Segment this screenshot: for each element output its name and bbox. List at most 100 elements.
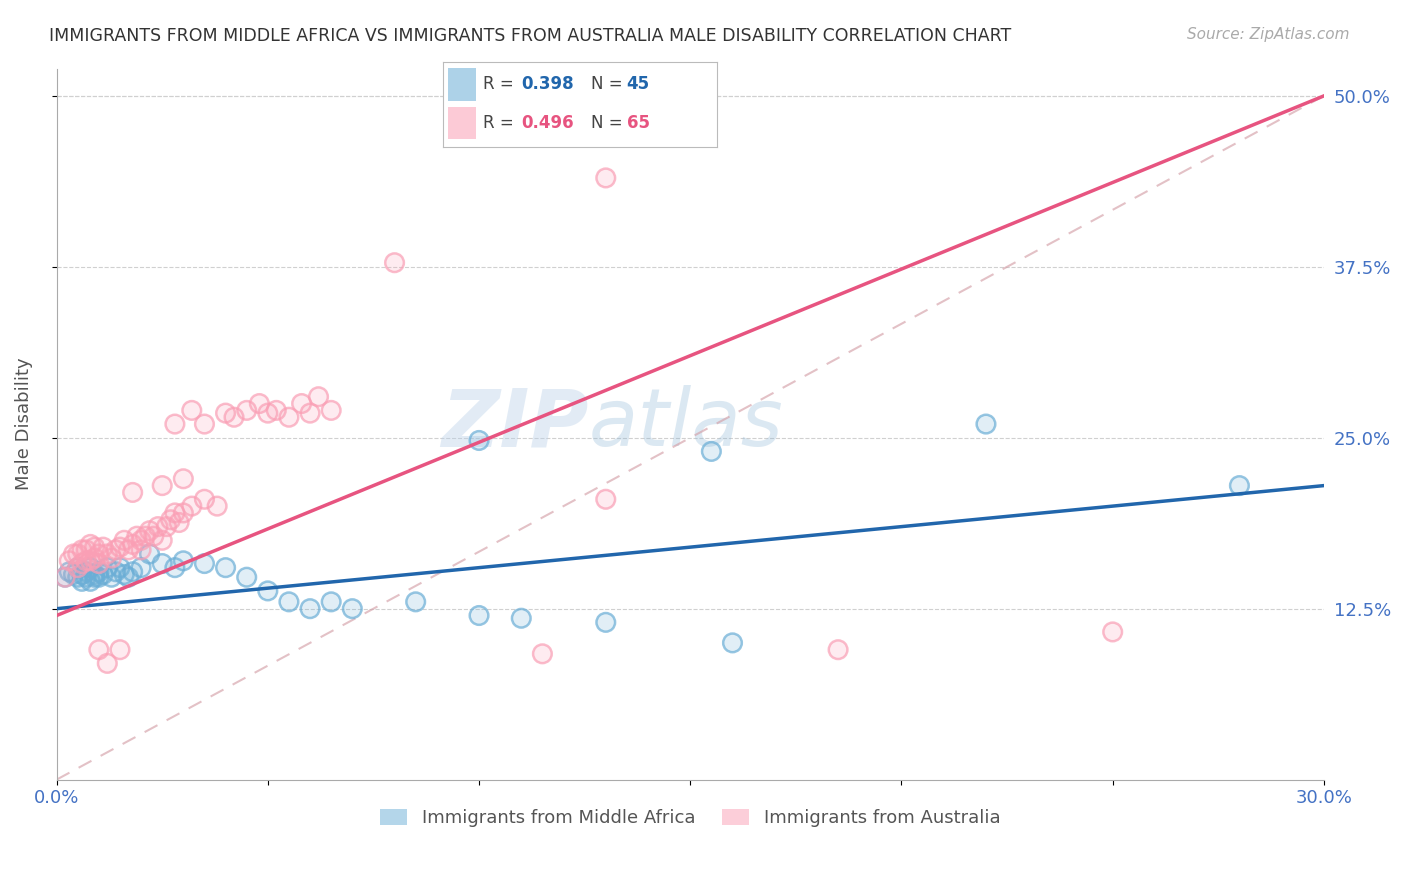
- Point: [104, 565, 127, 579]
- Point: [87, 557, 110, 571]
- Point: [91, 540, 114, 554]
- Point: [129, 560, 152, 574]
- Point: [167, 516, 190, 530]
- Point: [146, 519, 169, 533]
- Point: [87, 642, 110, 657]
- Point: [66, 560, 89, 574]
- Point: [163, 506, 186, 520]
- Point: [159, 513, 181, 527]
- Point: [405, 595, 427, 609]
- Point: [83, 567, 105, 582]
- Text: 0.496: 0.496: [522, 113, 574, 132]
- Point: [58, 565, 80, 579]
- Point: [172, 506, 194, 520]
- Text: 0.398: 0.398: [522, 76, 574, 94]
- Point: [235, 570, 257, 584]
- Point: [87, 642, 110, 657]
- Point: [96, 547, 118, 561]
- Text: R =: R =: [482, 76, 519, 94]
- Point: [121, 565, 143, 579]
- Point: [58, 554, 80, 568]
- Point: [142, 529, 165, 543]
- Point: [235, 403, 257, 417]
- Point: [104, 542, 127, 557]
- Point: [222, 410, 245, 425]
- Point: [58, 565, 80, 579]
- Point: [468, 434, 491, 448]
- Point: [70, 557, 93, 571]
- Point: [129, 542, 152, 557]
- Point: [75, 570, 97, 584]
- Point: [79, 554, 101, 568]
- Point: [193, 492, 215, 507]
- Point: [1229, 478, 1251, 492]
- Text: 65: 65: [627, 113, 650, 132]
- Point: [134, 529, 156, 543]
- Point: [595, 615, 617, 630]
- Point: [510, 611, 533, 625]
- Point: [150, 533, 173, 548]
- Point: [167, 516, 190, 530]
- Point: [70, 574, 93, 589]
- Point: [108, 642, 131, 657]
- Point: [384, 256, 406, 270]
- Text: R =: R =: [482, 113, 519, 132]
- Point: [159, 513, 181, 527]
- Point: [75, 542, 97, 557]
- Point: [531, 647, 554, 661]
- Point: [264, 403, 287, 417]
- Point: [66, 570, 89, 584]
- Point: [214, 560, 236, 574]
- Point: [510, 611, 533, 625]
- Point: [53, 570, 76, 584]
- Point: [62, 567, 84, 582]
- Point: [163, 506, 186, 520]
- Point: [193, 417, 215, 431]
- Point: [121, 537, 143, 551]
- Point: [66, 560, 89, 574]
- Point: [75, 554, 97, 568]
- Point: [222, 410, 245, 425]
- Point: [108, 540, 131, 554]
- Point: [193, 417, 215, 431]
- Point: [180, 499, 202, 513]
- Point: [172, 506, 194, 520]
- Point: [700, 444, 723, 458]
- Point: [66, 570, 89, 584]
- Bar: [449, 69, 475, 101]
- Point: [299, 601, 322, 615]
- Point: [163, 560, 186, 574]
- Text: N =: N =: [591, 113, 628, 132]
- Point: [53, 570, 76, 584]
- Point: [150, 478, 173, 492]
- Point: [83, 567, 105, 582]
- Point: [79, 537, 101, 551]
- Point: [163, 560, 186, 574]
- Point: [62, 547, 84, 561]
- Point: [180, 499, 202, 513]
- Point: [79, 537, 101, 551]
- Point: [121, 565, 143, 579]
- Point: [83, 551, 105, 566]
- Point: [321, 595, 343, 609]
- Point: [721, 636, 744, 650]
- Point: [87, 547, 110, 561]
- Point: [150, 557, 173, 571]
- Point: [117, 542, 139, 557]
- Point: [87, 557, 110, 571]
- Point: [79, 560, 101, 574]
- Point: [83, 570, 105, 584]
- Point: [83, 540, 105, 554]
- Bar: [449, 106, 475, 139]
- Point: [468, 434, 491, 448]
- Point: [264, 403, 287, 417]
- Point: [595, 170, 617, 185]
- Y-axis label: Male Disability: Male Disability: [15, 358, 32, 491]
- Point: [75, 565, 97, 579]
- Point: [384, 256, 406, 270]
- Point: [1229, 478, 1251, 492]
- Point: [278, 410, 301, 425]
- Point: [974, 417, 997, 431]
- Point: [308, 390, 330, 404]
- Text: ZIP: ZIP: [441, 385, 589, 463]
